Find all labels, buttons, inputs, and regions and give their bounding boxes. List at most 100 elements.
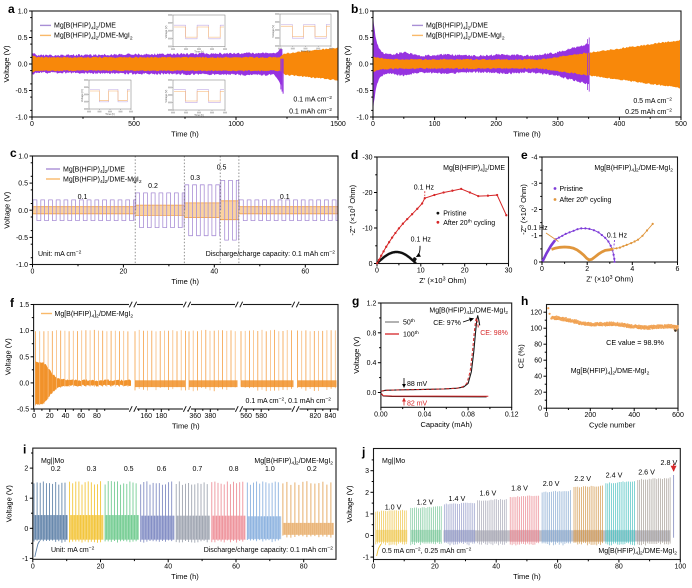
svg-text:a: a xyxy=(8,2,15,16)
svg-text:Time (h): Time (h) xyxy=(172,422,200,431)
svg-text:-2: -2 xyxy=(531,207,537,214)
svg-text:Time (h): Time (h) xyxy=(105,112,115,116)
svg-text:0.5: 0.5 xyxy=(18,35,28,42)
svg-text:0.0: 0.0 xyxy=(19,380,29,387)
svg-text:160: 160 xyxy=(140,413,152,420)
svg-text:120: 120 xyxy=(530,310,542,317)
svg-text:0.04: 0.04 xyxy=(418,411,432,418)
svg-text:0.5: 0.5 xyxy=(359,35,369,42)
svg-text:40: 40 xyxy=(492,564,500,571)
svg-text:4: 4 xyxy=(630,266,634,273)
svg-text:20: 20 xyxy=(431,564,439,571)
svg-text:0: 0 xyxy=(375,268,379,275)
svg-text:0.5: 0.5 xyxy=(124,466,134,473)
svg-text:-1: -1 xyxy=(363,555,369,562)
svg-text:Z′ (×103​ Ohm): Z′ (×103​ Ohm) xyxy=(586,275,634,284)
svg-text:Discharge/charge capacity: 0.1: Discharge/charge capacity: 0.1 mAh cm−2​ xyxy=(204,546,334,554)
svg-text:Time (h): Time (h) xyxy=(194,49,204,53)
svg-text:0: 0 xyxy=(365,533,369,540)
svg-text:1000: 1000 xyxy=(228,121,244,128)
svg-text:i: i xyxy=(23,443,26,457)
svg-text:Time (h): Time (h) xyxy=(171,277,199,286)
svg-text:Mg[B(HFIP)4​]2​/DME-MgI2​: Mg[B(HFIP)4​]2​/DME-MgI2​ xyxy=(598,548,677,557)
svg-text:0.1 Hz: 0.1 Hz xyxy=(411,237,432,244)
svg-text:h: h xyxy=(521,294,528,308)
svg-text:400: 400 xyxy=(628,412,640,419)
svg-text:0.5: 0.5 xyxy=(18,181,28,188)
svg-text:80: 80 xyxy=(300,563,308,570)
svg-text:Voltage (V): Voltage (V) xyxy=(164,25,168,38)
svg-text:0.08: 0.08 xyxy=(461,411,475,418)
svg-text:0: 0 xyxy=(369,261,373,268)
svg-text:f: f xyxy=(10,296,15,310)
svg-text:Mg[B(HFIP)4​]2​/DME-MgI2​: Mg[B(HFIP)4​]2​/DME-MgI2​ xyxy=(429,308,508,317)
svg-text:0.1 Hz: 0.1 Hz xyxy=(414,184,435,191)
svg-text:Mg[B(HFIP)4​]2​/DME: Mg[B(HFIP)4​]2​/DME xyxy=(54,23,116,32)
svg-text:2.4 V: 2.4 V xyxy=(606,471,623,480)
svg-text:-0.5: -0.5 xyxy=(15,88,27,95)
svg-text:0.6: 0.6 xyxy=(157,466,167,473)
svg-text:Pristine: Pristine xyxy=(443,211,466,218)
svg-text:0.3: 0.3 xyxy=(87,466,97,473)
svg-text:100: 100 xyxy=(429,121,441,128)
svg-text:500: 500 xyxy=(128,121,140,128)
svg-text:88 mV: 88 mV xyxy=(407,381,428,388)
svg-text:Voltage (V): Voltage (V) xyxy=(4,338,13,376)
svg-text:2.8 V: 2.8 V xyxy=(661,458,678,467)
svg-text:1.0: 1.0 xyxy=(19,328,29,335)
svg-text:0.2: 0.2 xyxy=(148,183,158,190)
svg-text:40: 40 xyxy=(534,374,542,381)
svg-text:0.2: 0.2 xyxy=(307,466,317,473)
svg-text:0.0: 0.0 xyxy=(359,62,369,69)
svg-text:Z′ (×103​ Ohm): Z′ (×103​ Ohm) xyxy=(419,276,467,285)
svg-text:1: 1 xyxy=(24,496,28,503)
svg-text:0.0: 0.0 xyxy=(18,62,28,69)
svg-text:0.0: 0.0 xyxy=(18,208,28,215)
svg-text:Mg[B(HFIP)4​]2​/DME-MgI2​: Mg[B(HFIP)4​]2​/DME-MgI2​ xyxy=(54,33,133,42)
svg-text:Unit: mA cm−2​: Unit: mA cm−2​ xyxy=(51,546,95,554)
svg-text:20: 20 xyxy=(46,413,54,420)
svg-text:-10: -10 xyxy=(362,226,372,233)
svg-text:20: 20 xyxy=(97,563,105,570)
svg-text:180: 180 xyxy=(155,413,167,420)
svg-text:Mg[B(HFIP)4​]2​/DME: Mg[B(HFIP)4​]2​/DME xyxy=(443,165,505,174)
svg-text:0: 0 xyxy=(31,563,35,570)
svg-text:e: e xyxy=(521,148,528,162)
svg-text:40: 40 xyxy=(62,413,70,420)
svg-text:-1: -1 xyxy=(531,233,537,240)
svg-text:0.00: 0.00 xyxy=(374,411,388,418)
svg-text:Mg[B(HFIP)4​]2​/DME-MgI2​: Mg[B(HFIP)4​]2​/DME-MgI2​ xyxy=(594,165,673,174)
svg-text:200: 200 xyxy=(584,412,596,419)
svg-text:0.5 mA cm−2​, 0.25 mAh cm−2​: 0.5 mA cm−2​, 0.25 mAh cm−2​ xyxy=(382,547,472,555)
svg-text:j: j xyxy=(361,445,365,459)
svg-text:CE (%): CE (%) xyxy=(517,344,526,369)
svg-text:Cycle number: Cycle number xyxy=(589,421,636,430)
svg-text:c: c xyxy=(10,146,17,160)
svg-text:Discharge/charge capacity: 0.1: Discharge/charge capacity: 0.1 mAh cm−2​ xyxy=(206,250,336,258)
svg-text:2.2 V: 2.2 V xyxy=(574,474,591,483)
svg-text:60: 60 xyxy=(554,564,562,571)
svg-text:1.0: 1.0 xyxy=(265,466,275,473)
svg-text:3: 3 xyxy=(365,468,369,475)
svg-text:1.8 V: 1.8 V xyxy=(511,484,528,493)
svg-text:380: 380 xyxy=(204,413,216,420)
svg-text:Mg[B(HFIP)4​]2​/DME-MgI2​: Mg[B(HFIP)4​]2​/DME-MgI2​ xyxy=(426,33,505,42)
svg-text:b: b xyxy=(351,2,358,16)
svg-text:0.8: 0.8 xyxy=(229,466,239,473)
svg-text:60: 60 xyxy=(301,269,309,276)
svg-text:80: 80 xyxy=(534,342,542,349)
svg-text:Voltage (V): Voltage (V) xyxy=(164,90,168,103)
svg-text:0.2: 0.2 xyxy=(51,466,61,473)
svg-text:0: 0 xyxy=(540,266,544,273)
svg-text:0.4: 0.4 xyxy=(367,360,377,367)
svg-text:Voltage (V): Voltage (V) xyxy=(2,191,11,229)
svg-text:60: 60 xyxy=(77,413,85,420)
svg-text:0: 0 xyxy=(24,526,28,533)
svg-text:20: 20 xyxy=(461,268,469,275)
svg-text:d: d xyxy=(351,148,358,162)
svg-text:0: 0 xyxy=(30,121,34,128)
svg-text:Time (h): Time (h) xyxy=(513,130,541,139)
svg-text:0.1 mA cm−2​: 0.1 mA cm−2​ xyxy=(293,95,332,103)
svg-text:1.5: 1.5 xyxy=(19,302,29,309)
svg-text:CE: 98%: CE: 98% xyxy=(480,330,508,337)
